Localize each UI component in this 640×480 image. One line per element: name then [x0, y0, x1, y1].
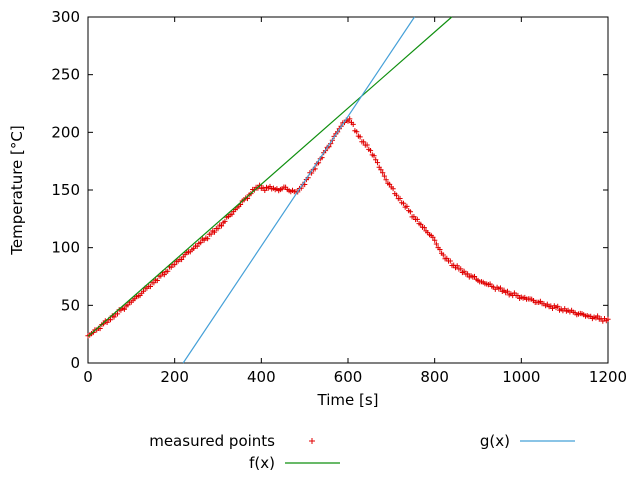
y-axis-label: Temperature [°C] [8, 125, 26, 255]
y-tick-label: 250 [51, 66, 80, 84]
x-axis-label: Time [s] [317, 391, 379, 409]
x-tick-label: 200 [160, 368, 189, 386]
x-tick-label: 0 [83, 368, 93, 386]
legend-label-g-x: g(x) [480, 432, 510, 450]
legend-label-f-x: f(x) [249, 454, 275, 472]
legend-marker-measured-points [309, 438, 315, 444]
x-tick-label: 400 [247, 368, 276, 386]
measured-points-series [85, 116, 611, 339]
x-tick-label: 1200 [589, 368, 627, 386]
y-tick-label: 150 [51, 181, 80, 199]
y-tick-label: 300 [51, 8, 80, 26]
x-tick-label: 600 [334, 368, 363, 386]
g-line [182, 16, 415, 364]
y-tick-label: 200 [51, 123, 80, 141]
legend-label-measured-points: measured points [149, 432, 275, 450]
x-tick-label: 1000 [502, 368, 540, 386]
y-tick-label: 100 [51, 239, 80, 257]
y-tick-label: 0 [70, 354, 80, 372]
x-tick-label: 800 [420, 368, 449, 386]
plot-border [87, 16, 609, 364]
f-line [87, 16, 453, 337]
y-tick-label: 50 [61, 296, 80, 314]
